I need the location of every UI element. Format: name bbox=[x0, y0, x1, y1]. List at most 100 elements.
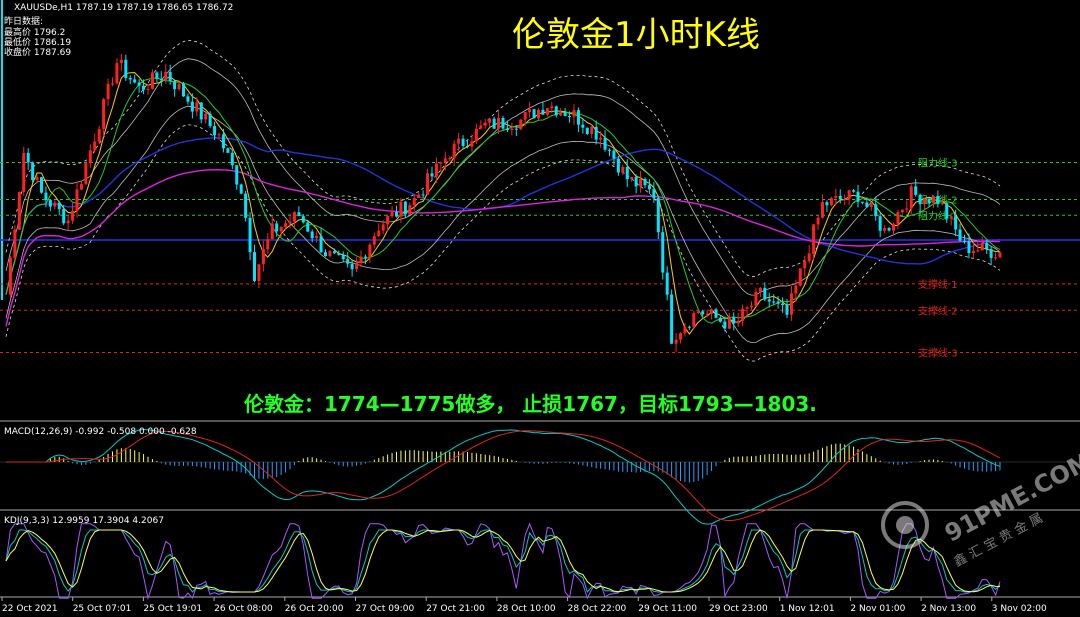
candle-body-9 bbox=[44, 192, 48, 201]
candle-body-60 bbox=[270, 223, 274, 240]
candle-body-48 bbox=[217, 134, 221, 136]
candle-body-21 bbox=[97, 128, 101, 142]
candle-body-83 bbox=[372, 236, 376, 245]
candle-body-160 bbox=[714, 309, 718, 318]
x-tick-label-9: 29 Oct 11:00 bbox=[638, 604, 697, 614]
candle-body-26 bbox=[119, 59, 123, 64]
x-tick-label-10: 29 Oct 23:00 bbox=[709, 604, 768, 614]
candle-body-205 bbox=[914, 186, 918, 195]
candle-body-112 bbox=[501, 117, 505, 129]
candle-body-139 bbox=[621, 166, 625, 173]
candle-body-27 bbox=[124, 59, 128, 79]
candle-body-47 bbox=[213, 126, 217, 136]
candle-body-134 bbox=[599, 137, 603, 140]
candle-body-145 bbox=[647, 185, 651, 190]
prev-high: 最高价 1796.2 bbox=[4, 26, 65, 38]
candle-body-196 bbox=[874, 204, 878, 217]
macd-line bbox=[6, 428, 1001, 525]
candle-body-142 bbox=[634, 176, 638, 187]
candle-body-54 bbox=[244, 193, 248, 218]
level-label-5: 支撑线 3 bbox=[918, 347, 958, 360]
x-tick-label-14: 3 Nov 02:00 bbox=[992, 604, 1047, 614]
candle-body-61 bbox=[275, 223, 279, 232]
candle-body-140 bbox=[625, 166, 629, 180]
candle-body-23 bbox=[106, 83, 110, 100]
candle-body-187 bbox=[834, 195, 838, 198]
candle-body-56 bbox=[253, 252, 256, 281]
candle-body-130 bbox=[581, 124, 585, 128]
candle-body-82 bbox=[368, 244, 372, 258]
candle-body-37 bbox=[168, 71, 172, 81]
candle-body-220 bbox=[980, 242, 984, 251]
candle-body-97 bbox=[434, 163, 438, 177]
candle-body-135 bbox=[603, 137, 607, 150]
candle-body-55 bbox=[248, 217, 252, 253]
candle-body-216 bbox=[963, 240, 966, 242]
candle-body-148 bbox=[661, 232, 665, 273]
candle-body-166 bbox=[741, 308, 745, 321]
candle-body-57 bbox=[257, 264, 261, 281]
chart-header: XAUUSDe,H1 1787.19 1787.19 1786.65 1786.… bbox=[4, 3, 233, 58]
candle-body-181 bbox=[807, 253, 811, 262]
macd-pane bbox=[0, 428, 1080, 525]
candle-body-200 bbox=[892, 223, 895, 231]
candle-body-66 bbox=[297, 212, 301, 217]
candle-body-136 bbox=[608, 149, 611, 151]
candle-body-114 bbox=[510, 128, 514, 131]
candle-body-31 bbox=[142, 85, 146, 90]
candle-body-182 bbox=[812, 224, 816, 254]
candle-body-158 bbox=[705, 313, 709, 315]
candle-body-186 bbox=[829, 197, 833, 206]
candle-body-113 bbox=[505, 128, 509, 131]
candle-body-141 bbox=[630, 176, 634, 180]
candle-body-199 bbox=[887, 228, 891, 231]
candle-body-123 bbox=[550, 106, 554, 109]
candle-body-110 bbox=[492, 118, 496, 129]
candle-body-34 bbox=[155, 72, 159, 79]
candle-body-86 bbox=[386, 216, 390, 225]
candle-body-174 bbox=[776, 301, 780, 304]
candle-body-43 bbox=[195, 102, 199, 112]
candle-body-75 bbox=[337, 253, 341, 255]
candle-body-38 bbox=[173, 80, 177, 90]
candle-body-146 bbox=[652, 189, 656, 199]
candle-body-190 bbox=[847, 190, 851, 200]
macd-label: MACD(12,26,9) -0.992 -0.508 0.000 -0.628 bbox=[4, 427, 197, 437]
candle-body-169 bbox=[754, 291, 758, 306]
candle-body-51 bbox=[230, 152, 234, 166]
candle-body-192 bbox=[856, 191, 860, 202]
candle-body-184 bbox=[821, 202, 824, 218]
candle-body-161 bbox=[718, 317, 722, 322]
candle-body-63 bbox=[284, 223, 288, 227]
candle-body-13 bbox=[62, 209, 66, 224]
candle-body-106 bbox=[474, 128, 478, 142]
candle-body-143 bbox=[639, 178, 643, 187]
x-tick-label-12: 2 Nov 01:00 bbox=[850, 604, 905, 614]
candle-body-116 bbox=[519, 119, 523, 130]
candle-body-40 bbox=[182, 84, 185, 97]
candle-body-213 bbox=[949, 216, 953, 219]
candle-body-105 bbox=[470, 141, 474, 147]
candles bbox=[8, 53, 1002, 353]
candle-body-14 bbox=[66, 220, 70, 224]
candle-body-218 bbox=[971, 250, 975, 254]
candle-body-77 bbox=[346, 259, 350, 264]
candle-body-129 bbox=[576, 110, 580, 125]
candle-body-149 bbox=[665, 272, 669, 295]
candle-body-115 bbox=[514, 128, 518, 130]
candle-body-132 bbox=[590, 126, 594, 134]
candle-body-204 bbox=[909, 186, 913, 209]
level-label-4: 支撑线 2 bbox=[918, 304, 958, 317]
candle-body-217 bbox=[967, 241, 971, 254]
candle-body-96 bbox=[430, 173, 434, 177]
candle-body-46 bbox=[208, 113, 212, 127]
symbol-line: XAUUSDe,H1 1787.19 1787.19 1786.65 1786.… bbox=[14, 3, 233, 13]
candle-body-108 bbox=[483, 122, 487, 126]
candle-body-3 bbox=[17, 191, 21, 230]
candle-body-73 bbox=[328, 251, 332, 257]
candle-body-44 bbox=[199, 102, 203, 120]
ma-magenta bbox=[5, 168, 1001, 327]
candle-body-89 bbox=[399, 201, 403, 217]
candle-body-127 bbox=[568, 116, 572, 118]
